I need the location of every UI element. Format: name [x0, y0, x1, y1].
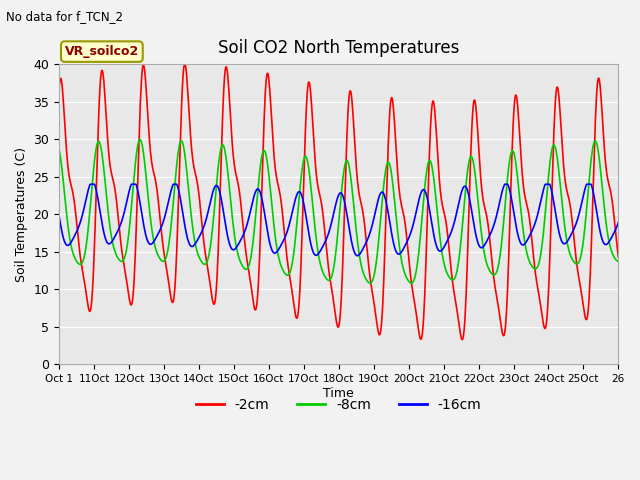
Text: VR_soilco2: VR_soilco2 [65, 45, 139, 58]
Title: Soil CO2 North Temperatures: Soil CO2 North Temperatures [218, 39, 460, 57]
Text: No data for f_TCN_2: No data for f_TCN_2 [6, 10, 124, 23]
Legend: -2cm, -8cm, -16cm: -2cm, -8cm, -16cm [191, 393, 487, 418]
Y-axis label: Soil Temperatures (C): Soil Temperatures (C) [15, 147, 28, 282]
X-axis label: Time: Time [323, 387, 354, 400]
